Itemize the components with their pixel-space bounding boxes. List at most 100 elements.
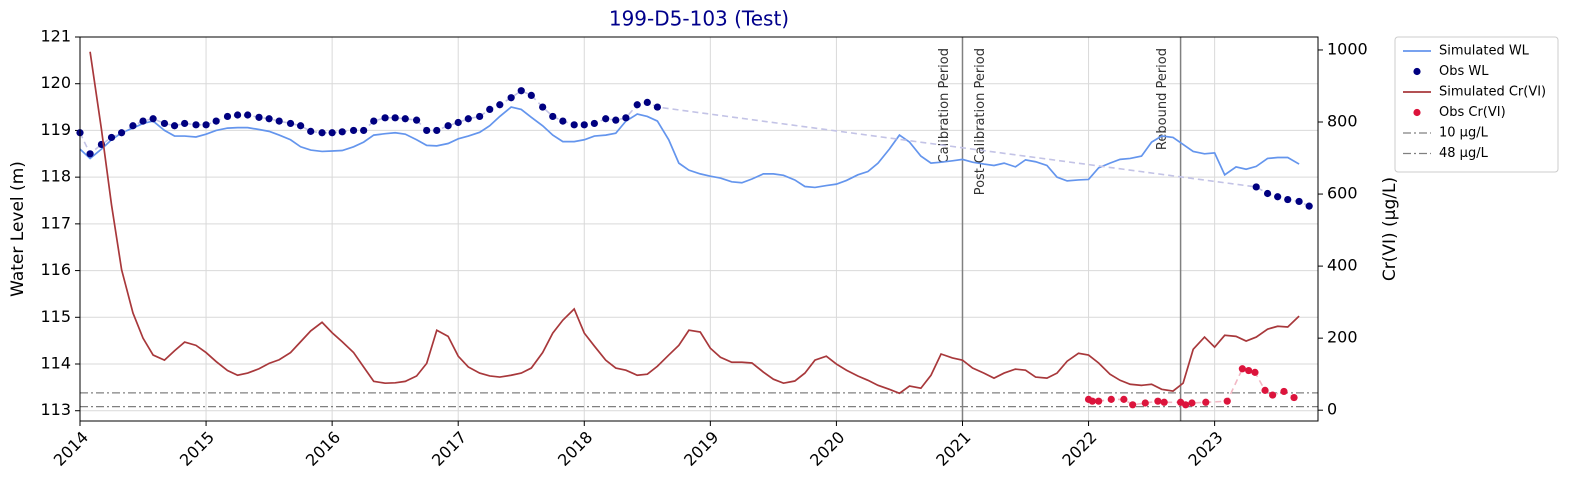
obs-point xyxy=(286,119,295,128)
y-axis-label: Water Level (m) xyxy=(8,161,28,297)
obs-point xyxy=(381,114,389,122)
obs-point xyxy=(602,115,610,123)
y-tick-label: 114 xyxy=(40,354,71,373)
obs-point xyxy=(212,117,220,125)
legend-label: Obs Cr(VI) xyxy=(1439,105,1506,120)
y2-tick-label: 400 xyxy=(1327,256,1358,275)
obs-point xyxy=(1280,387,1288,396)
y2-tick-label: 1000 xyxy=(1327,39,1368,58)
obs-point xyxy=(181,119,189,128)
y-tick-label: 115 xyxy=(40,307,71,326)
y-tick-label: 118 xyxy=(40,167,71,186)
obs-point xyxy=(486,105,494,114)
y2-tick-label: 200 xyxy=(1327,328,1358,347)
obs-point xyxy=(1252,183,1260,191)
y2-tick-label: 800 xyxy=(1327,112,1358,131)
obs-point xyxy=(202,121,210,129)
obs-point xyxy=(464,115,472,123)
obs-point xyxy=(507,94,515,102)
obs-point xyxy=(107,133,116,142)
y-tick-label: 120 xyxy=(40,73,71,92)
obs-point xyxy=(139,117,147,125)
obs-point xyxy=(297,122,305,130)
y-tick-label: 116 xyxy=(40,260,71,279)
x-tick-label: 2023 xyxy=(1184,428,1226,470)
x-tick-label: 2016 xyxy=(302,428,344,470)
obs-point xyxy=(549,112,557,121)
y-tick-label: 113 xyxy=(40,400,71,419)
obs-point xyxy=(1141,399,1149,407)
obs-point xyxy=(612,116,620,124)
obs-point xyxy=(318,129,326,137)
obs-point xyxy=(275,117,283,125)
legend-label: Simulated Cr(VI) xyxy=(1439,85,1546,100)
obs-point xyxy=(160,119,169,128)
plot-frame xyxy=(79,36,1319,422)
obs-point xyxy=(1095,397,1103,405)
obs-point xyxy=(1245,366,1253,375)
obs-point xyxy=(559,117,567,125)
x-tick-label: 2022 xyxy=(1058,428,1100,470)
y2-axis-label: Cr(VI) (µg/L) xyxy=(1380,177,1400,281)
obs-point xyxy=(653,103,661,111)
obs-point xyxy=(1274,193,1282,201)
legend-label: Simulated WL xyxy=(1439,44,1530,59)
obs-point xyxy=(1284,195,1292,204)
obs-link xyxy=(79,89,1310,207)
obs-point xyxy=(1088,397,1096,405)
obs-point xyxy=(129,122,137,130)
legend-box xyxy=(1394,36,1559,173)
obs-point xyxy=(1305,202,1313,210)
obs-point xyxy=(349,126,358,135)
obs-point xyxy=(643,98,651,107)
obs-point xyxy=(391,114,399,122)
obs-point xyxy=(622,114,630,122)
obs-point xyxy=(580,121,588,129)
obs-point xyxy=(149,115,157,123)
obs-point xyxy=(433,126,441,135)
obs-point xyxy=(423,126,431,135)
obs-point xyxy=(233,111,242,119)
period-label: Rebound Period xyxy=(1155,48,1170,150)
y-tick-label: 117 xyxy=(40,213,71,232)
obs-point xyxy=(86,150,94,158)
series-line xyxy=(89,51,1300,395)
period-label: Post-Calibration Period xyxy=(973,48,988,195)
obs-point xyxy=(1129,401,1137,409)
legend-label: Obs WL xyxy=(1439,64,1489,79)
obs-point xyxy=(570,121,578,129)
obs-link xyxy=(1088,367,1295,406)
obs-point xyxy=(517,87,525,95)
legend-swatch xyxy=(1413,108,1421,117)
obs-point xyxy=(1188,399,1196,407)
obs-point xyxy=(413,116,421,124)
legend-label: 48 µg/L xyxy=(1439,146,1489,161)
obs-point xyxy=(401,115,409,123)
obs-point xyxy=(328,129,336,137)
obs-point xyxy=(1269,391,1277,399)
obs-point xyxy=(539,103,547,111)
obs-point xyxy=(633,101,641,109)
x-tick-label: 2015 xyxy=(176,428,218,470)
legend-swatch xyxy=(1413,67,1421,76)
obs-point xyxy=(1160,398,1168,406)
obs-point xyxy=(1107,395,1115,403)
obs-point xyxy=(590,119,598,128)
obs-point xyxy=(307,127,315,135)
obs-point xyxy=(370,117,378,125)
obs-point xyxy=(527,91,535,99)
obs-point xyxy=(1120,395,1128,403)
y-tick-label: 119 xyxy=(40,120,71,139)
obs-point xyxy=(265,115,273,123)
period-label: Calibration Period xyxy=(937,48,952,163)
obs-point xyxy=(1182,401,1190,409)
obs-point xyxy=(118,129,126,137)
obs-point xyxy=(496,101,504,109)
obs-point xyxy=(1295,197,1303,206)
x-tick-label: 2021 xyxy=(932,428,974,470)
x-tick-label: 2017 xyxy=(428,428,470,470)
x-tick-label: 2014 xyxy=(50,428,92,470)
obs-point xyxy=(1251,368,1259,376)
y2-tick-label: 0 xyxy=(1327,400,1337,419)
